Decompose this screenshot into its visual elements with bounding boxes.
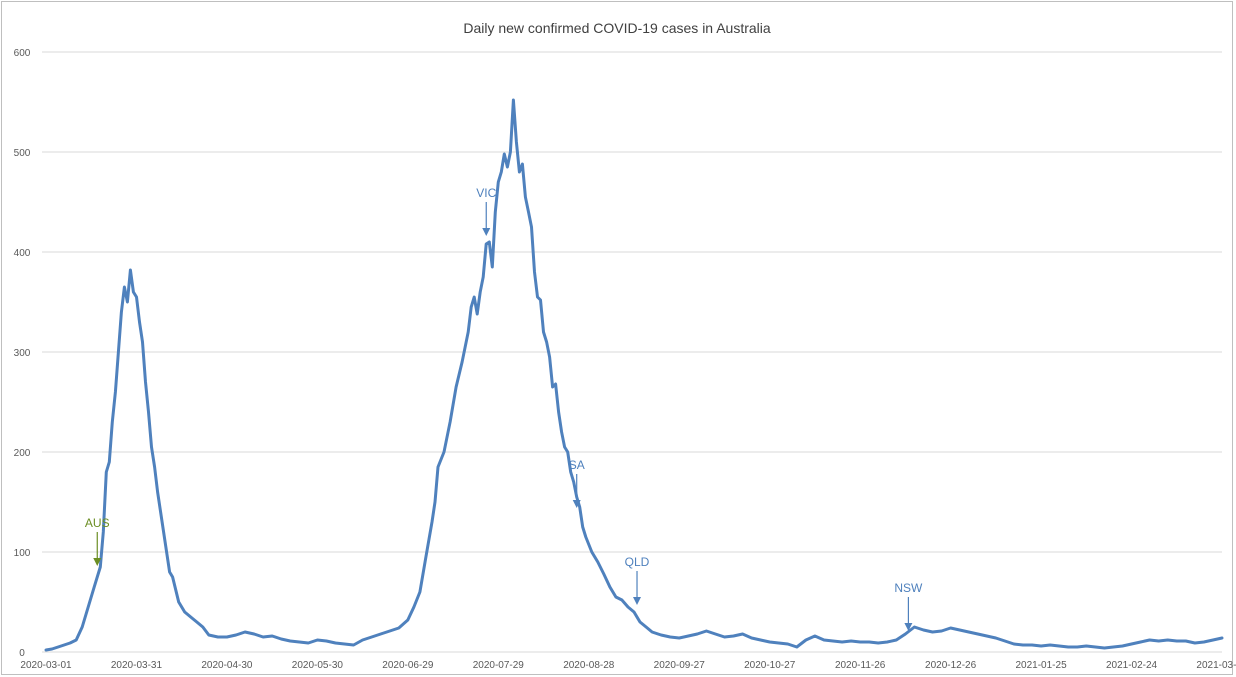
y-tick-label-200: 200: [14, 448, 31, 459]
y-tick-label-500: 500: [14, 148, 31, 159]
x-tick-label-2020-03-01: 2020-03-01: [20, 660, 72, 671]
annotation-label-nsw: NSW: [894, 581, 923, 595]
x-tick-label-2020-12-26: 2020-12-26: [925, 660, 977, 671]
x-tick-label-2021-01-25: 2021-01-25: [1015, 660, 1067, 671]
annotation-label-qld: QLD: [625, 555, 650, 569]
annotation-vic: VIC: [476, 186, 497, 236]
gridlines: [42, 51, 1222, 653]
y-tick-label-100: 100: [14, 548, 31, 559]
x-tick-label-2020-06-29: 2020-06-29: [382, 660, 434, 671]
y-tick-label-0: 0: [19, 648, 25, 659]
x-tick-label-2020-05-30: 2020-05-30: [292, 660, 344, 671]
y-axis-tick-labels: 0 100 200 300 400 500 600: [14, 48, 31, 659]
annotation-arrow-head: [572, 500, 581, 508]
annotation-aus: AUS: [85, 516, 110, 566]
x-tick-label-2020-04-30: 2020-04-30: [201, 660, 253, 671]
annotation-qld: QLD: [625, 555, 650, 605]
x-tick-label-2020-10-27: 2020-10-27: [744, 660, 796, 671]
y-tick-label-600: 600: [14, 48, 31, 59]
annotation-nsw: NSW: [894, 581, 923, 631]
x-axis-tick-labels: 2020-03-01 2020-03-31 2020-04-30 2020-05-30…: [20, 660, 1236, 671]
annotation-sa: SA: [569, 458, 585, 508]
y-tick-label-400: 400: [14, 248, 31, 259]
x-tick-label-2021-02-24: 2021-02-24: [1106, 660, 1158, 671]
annotation-label-aus: AUS: [85, 516, 110, 530]
x-tick-label-2020-08-28: 2020-08-28: [563, 660, 615, 671]
annotation-label-vic: VIC: [476, 186, 496, 200]
annotation-arrow-head: [93, 558, 102, 566]
x-tick-label-2020-03-31: 2020-03-31: [111, 660, 163, 671]
x-tick-label-2020-11-26: 2020-11-26: [835, 660, 886, 671]
annotations: AUS VIC SA QLD NSW: [85, 186, 923, 631]
annotation-arrow-head: [904, 623, 913, 631]
series-line-daily-cases: [44, 98, 1224, 652]
y-tick-label-300: 300: [14, 348, 31, 359]
x-tick-label-2021-03-26: 2021-03-26: [1196, 660, 1236, 671]
annotation-arrow-head: [633, 597, 642, 605]
annotation-arrow-head: [482, 228, 491, 236]
chart-title: Daily new confirmed COVID-19 cases in Au…: [463, 20, 771, 36]
x-tick-label-2020-07-29: 2020-07-29: [473, 660, 525, 671]
annotation-label-sa: SA: [569, 458, 585, 472]
x-tick-label-2020-09-27: 2020-09-27: [654, 660, 706, 671]
